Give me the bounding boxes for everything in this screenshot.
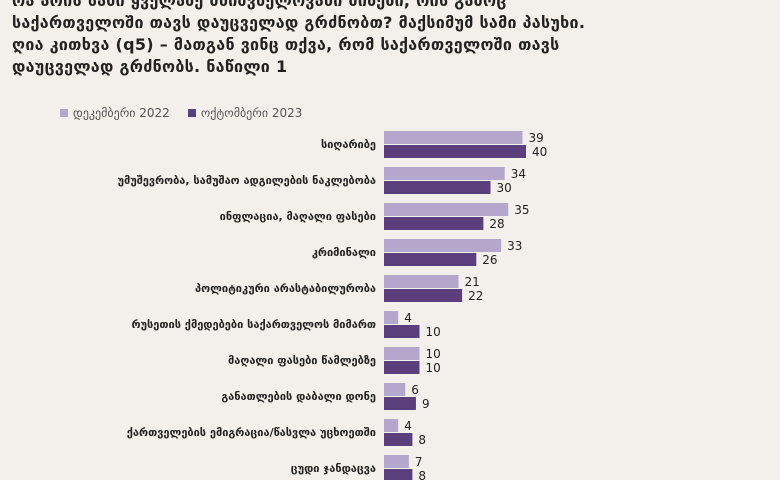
bar (384, 325, 420, 338)
data-label: 22 (468, 289, 483, 303)
bar (384, 181, 491, 194)
title-line: რა არის სამი ყველაზე მნიშვნელოვანი მიზეზ… (12, 0, 507, 10)
data-label: 8 (418, 433, 426, 447)
category-label: კრიმინალი (312, 246, 376, 259)
bar (384, 419, 399, 432)
legend-swatch-series-2 (187, 109, 196, 117)
data-label: 30 (497, 181, 512, 195)
category-label: ქართველების ემიგრაცია/წასვლა უცხოეთში (127, 426, 376, 439)
data-label: 40 (532, 145, 547, 159)
data-label: 26 (482, 253, 497, 267)
category-label: განათლების დაბალი დონე (221, 390, 376, 403)
category-label: ცუდი ჯანდაცვა (291, 462, 376, 475)
bar (384, 347, 420, 360)
bar (384, 361, 420, 374)
bar (384, 131, 523, 144)
bar (384, 433, 413, 446)
bar (384, 217, 484, 230)
data-label: 39 (528, 131, 543, 145)
data-label: 34 (511, 167, 526, 181)
data-label: 10 (426, 347, 441, 361)
legend-item-series-1: დეკემბერი 2022 (60, 106, 170, 120)
bar (384, 289, 463, 302)
data-label: 10 (426, 325, 441, 339)
bar (384, 167, 505, 180)
title-line: საქართველოში თავს დაუცველად გრძნობთ? მაქ… (12, 13, 586, 32)
category-label: უმუშევრობა, სამუშაო ადგილების ნაკლებობა (117, 174, 376, 187)
title-line: ღია კითხვა (q5) – მათგან ვინც თქვა, რომ … (12, 35, 560, 54)
legend-swatch-series-1 (60, 109, 68, 117)
bar (384, 311, 399, 324)
legend-label-series-1: დეკემბერი 2022 (73, 106, 170, 120)
bar (384, 383, 406, 396)
legend-label-series-2: ოქტომბერი 2023 (200, 106, 303, 120)
bar (384, 253, 477, 266)
chart-legend: დეკემბერი 2022 ოქტომბერი 2023 (60, 106, 302, 120)
data-label: 6 (411, 383, 419, 397)
category-label: პოლიტიკური არასტაბილურობა (195, 282, 376, 295)
data-label: 4 (404, 311, 412, 325)
category-label: მაღალი ფასები წამლებზე (228, 354, 376, 367)
bar (384, 469, 413, 480)
data-label: 9 (422, 397, 430, 411)
category-label: რუსეთის ქმედებები საქართველოს მიმართ (132, 318, 377, 331)
bar (384, 275, 459, 288)
bar (384, 397, 416, 410)
title-line: დაუცველად გრძნობს. ნაწილი 1 (12, 57, 288, 76)
bar (384, 239, 502, 252)
data-label: 8 (418, 469, 426, 480)
data-label: 21 (465, 275, 480, 289)
data-label: 28 (489, 217, 504, 231)
chart-title: რა არის სამი ყველაზე მნიშვნელოვანი მიზეზ… (12, 0, 772, 78)
data-label: 7 (415, 455, 423, 469)
legend-item-series-2: ოქტომბერი 2023 (187, 106, 303, 120)
bar (384, 455, 409, 468)
data-label: 10 (426, 361, 441, 375)
category-label: სიღარიბე (321, 138, 376, 151)
data-label: 33 (507, 239, 522, 253)
bar (384, 203, 509, 216)
data-label: 4 (404, 419, 412, 433)
data-label: 35 (514, 203, 529, 217)
category-label: ინფლაცია, მაღალი ფასები (220, 210, 376, 223)
bar (384, 145, 526, 158)
